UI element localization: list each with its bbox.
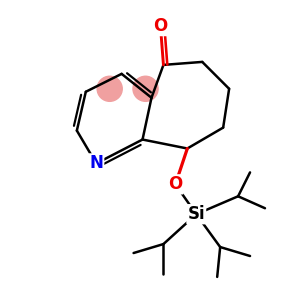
Circle shape [133, 76, 158, 101]
Text: O: O [168, 175, 182, 193]
Text: O: O [153, 17, 168, 35]
Circle shape [97, 76, 122, 101]
Text: N: N [89, 154, 103, 172]
Text: Si: Si [188, 205, 205, 223]
